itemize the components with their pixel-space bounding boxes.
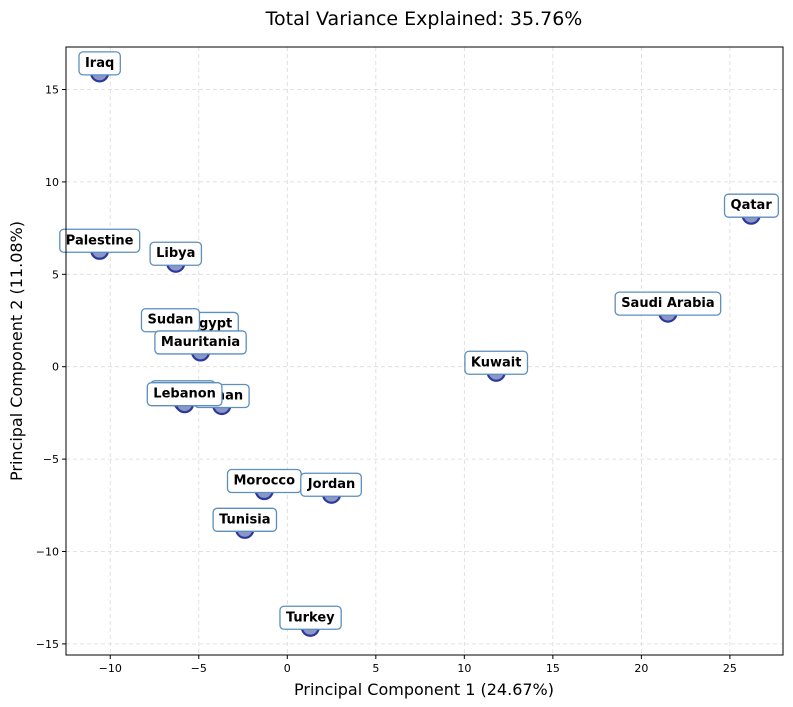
x-tick-label: 20 <box>634 662 648 675</box>
annotation-box <box>59 228 141 253</box>
point-label: Turkey <box>286 610 335 625</box>
point-label: Sudan <box>147 313 193 328</box>
x-tick-label: 0 <box>284 662 291 675</box>
point-annotation: Mauritania <box>154 330 247 355</box>
x-tick-label: −5 <box>191 662 207 675</box>
plot-frame <box>65 46 784 656</box>
x-axis-ticks: −10 −5 0 5 10 15 20 25 <box>99 655 737 675</box>
point-label: Kuwait <box>471 355 522 370</box>
x-tick-label: 15 <box>546 662 560 675</box>
x-tick-label: 5 <box>372 662 379 675</box>
point-annotation: Turkey <box>279 605 342 630</box>
y-tick-label: 10 <box>45 176 59 189</box>
point-label: Palestine <box>66 233 134 248</box>
point-annotation: Kuwait <box>464 350 529 375</box>
point-label: Mauritania <box>161 335 240 350</box>
point-label: Jordan <box>307 477 356 492</box>
point-label: Qatar <box>731 198 773 213</box>
annotation-box <box>154 330 247 355</box>
point-annotation: Libya <box>149 241 203 266</box>
y-axis-label: Principal Component 2 (11.08%) <box>7 221 26 481</box>
x-axis-label: Principal Component 1 (24.67%) <box>294 680 554 699</box>
point-annotation: Morocco <box>226 468 302 494</box>
point-label: Libya <box>156 246 195 261</box>
y-tick-label: 5 <box>52 268 59 281</box>
point-label: Tunisia <box>219 512 270 527</box>
point-annotation: Palestine <box>59 228 141 253</box>
point-annotation: Lebanon <box>146 382 223 407</box>
annotation-box <box>149 241 203 266</box>
y-tick-label: 15 <box>45 84 59 97</box>
x-tick-label: 25 <box>723 662 737 675</box>
annotation-box <box>78 51 121 76</box>
annotation-box <box>464 350 529 375</box>
annotation-box <box>300 472 362 497</box>
point-label: Lebanon <box>153 387 216 402</box>
annotation-box <box>146 382 223 407</box>
y-tick-label: 0 <box>52 361 59 374</box>
point-label: Egypt <box>190 316 232 331</box>
y-tick-label: −10 <box>36 546 59 559</box>
point-label: Iraq <box>85 56 114 71</box>
point-labels: Iraq Qatar Palestine Libya Saudi Arabia Egypt… <box>59 51 779 630</box>
point-label: Morocco <box>234 474 296 489</box>
point-annotation: Iraq <box>78 51 121 76</box>
annotation-box <box>212 507 278 532</box>
x-tick-label: 10 <box>457 662 471 675</box>
grid-lines <box>66 47 783 655</box>
point-annotation: Sudan <box>140 308 201 333</box>
x-tick-label: −10 <box>99 662 122 675</box>
chart-title: Total Variance Explained: 35.76% <box>265 8 583 30</box>
point-annotation: Qatar <box>723 193 779 218</box>
annotation-box <box>279 605 342 630</box>
annotation-box <box>723 193 779 218</box>
y-tick-label: −15 <box>36 638 59 651</box>
point-annotation: Saudi Arabia <box>614 291 722 316</box>
point-annotation: Jordan <box>300 472 362 497</box>
point-label: Saudi Arabia <box>621 296 714 311</box>
point-annotation: Tunisia <box>212 507 278 532</box>
annotation-box <box>614 291 722 316</box>
y-tick-label: −5 <box>43 453 59 466</box>
y-axis-ticks: −15 −10 −5 0 5 10 15 <box>36 84 66 651</box>
